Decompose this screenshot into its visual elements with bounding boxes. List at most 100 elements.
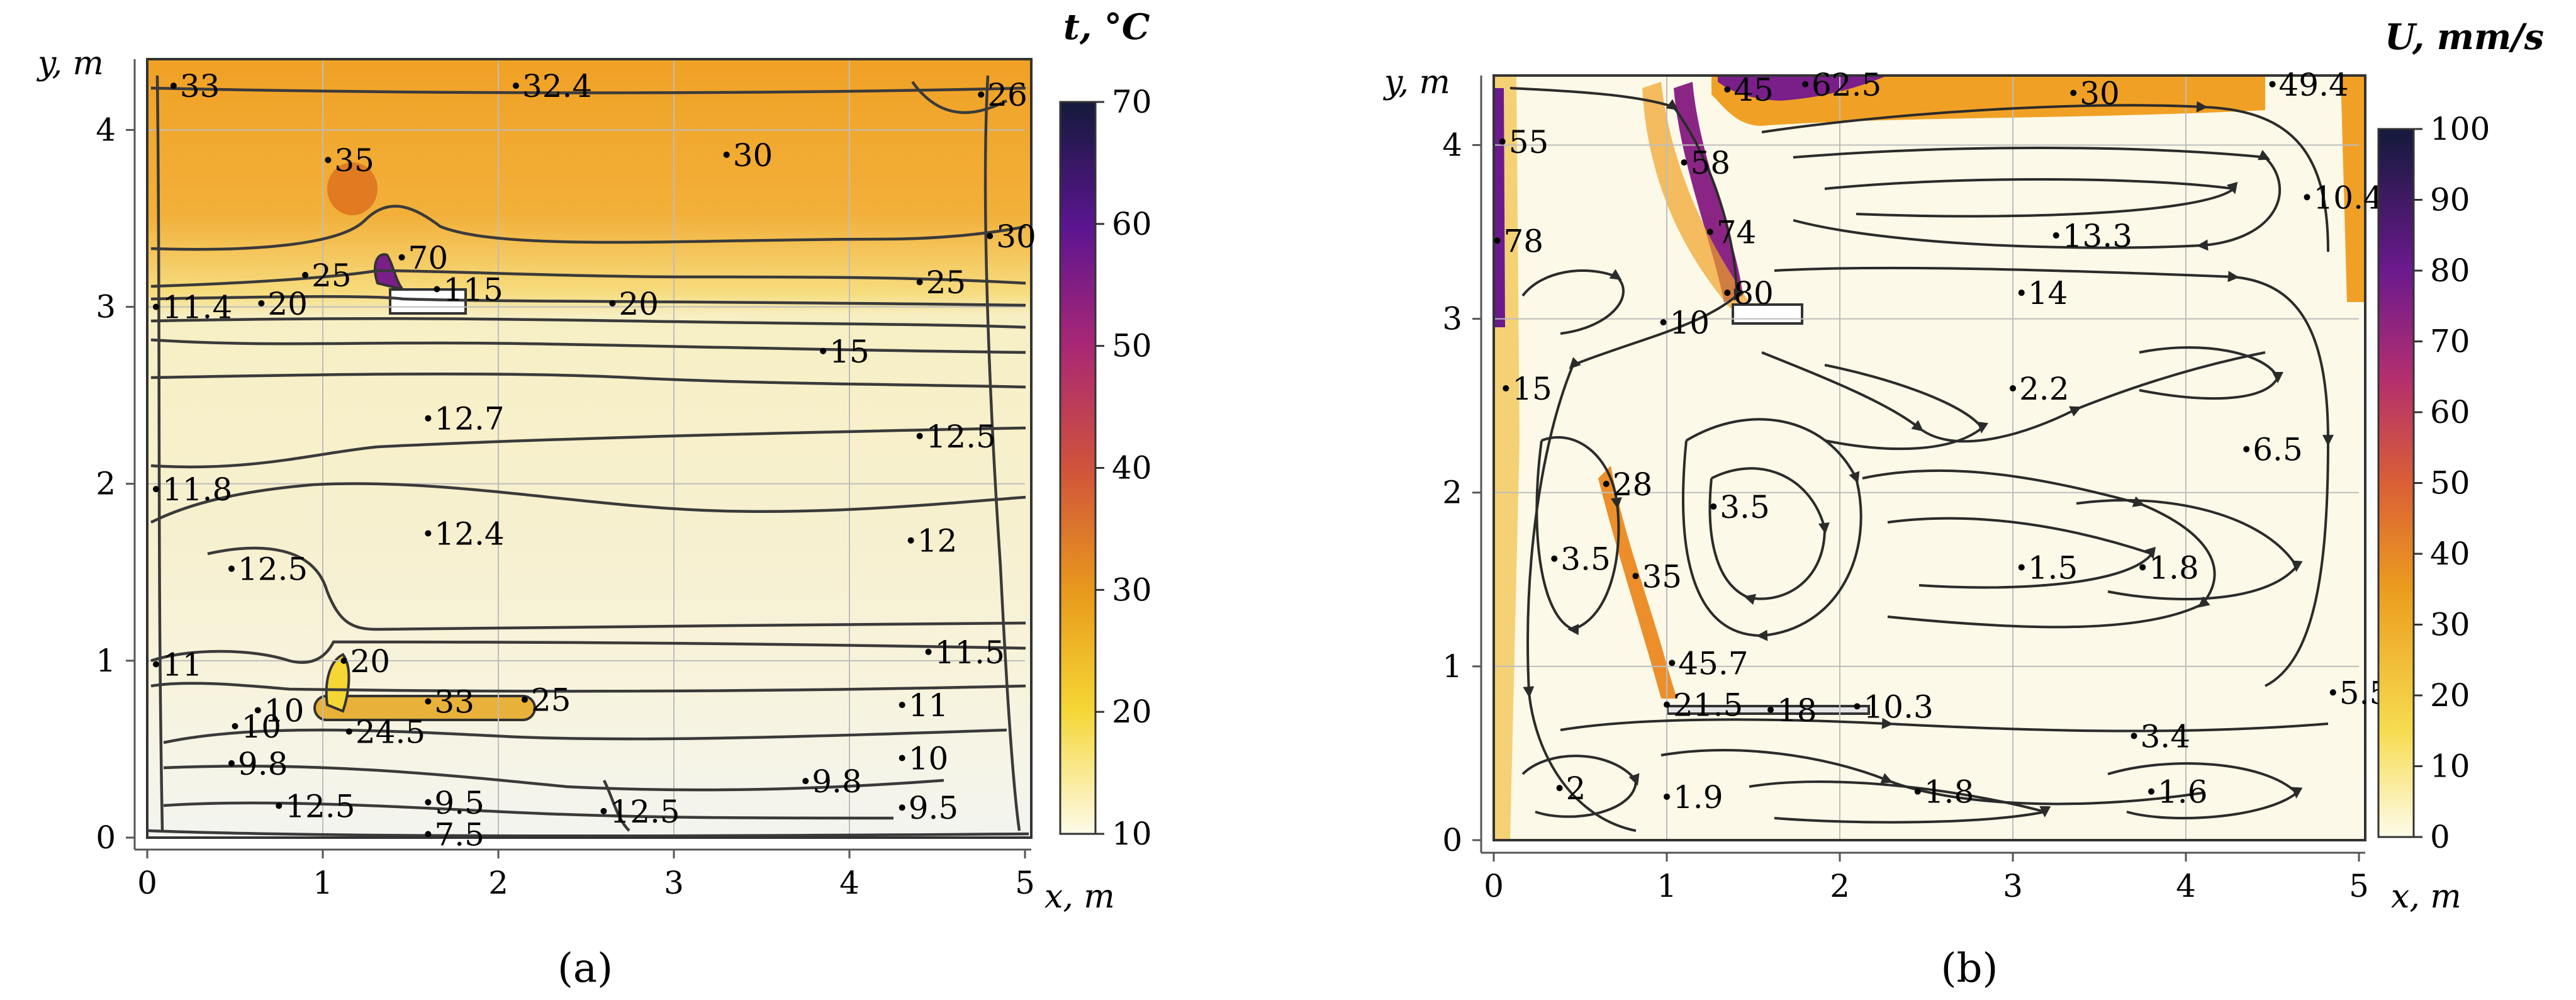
annotation-label: 10 [1670,305,1710,341]
annotation-label: 80 [1733,275,1774,312]
annotation-point [723,151,730,158]
annotation-point [325,157,332,164]
annotation-point [425,831,432,838]
annotation-label: 12.7 [434,401,504,437]
annotation-label: 74 [1716,215,1757,251]
colorbar-tick-label: 0 [2430,819,2450,855]
y-tick-label: 4 [1442,126,1462,163]
annotation-point [434,286,440,293]
y-axis-label: y, m [36,45,104,82]
x-tick-label: 3 [2003,868,2023,904]
annotation-point [1669,660,1676,666]
annotation-point [925,648,932,655]
annotation-label: 55 [1509,124,1549,160]
temperature-field [147,59,1031,838]
plot-frame [1492,74,2366,841]
y-tick-label: 1 [1442,648,1462,685]
annotation-point [978,91,985,98]
annotation-point [609,300,616,306]
annotation-label: 58 [1691,145,1731,181]
annotation-label: 20 [267,286,308,322]
top-jet-core [1718,76,1888,101]
annotation-point [2329,689,2336,696]
annotation-point [987,233,994,240]
annotation-point [2131,733,2137,739]
x-tick-labels: 0 1 2 3 4 5 [137,850,1035,901]
colorbar-label: t, °C [1063,6,1150,48]
annotation-point [1664,701,1670,708]
colorbar-tick-label: 100 [2430,111,2490,147]
x-axis-label: x, m [1044,878,1115,916]
panel-label-a: (a) [557,945,613,992]
annotation-label: 30 [733,137,773,174]
heater-plume [325,653,350,713]
annotation-label: 1.8 [1924,774,1974,811]
x-tick-label: 0 [1484,868,1504,904]
annotation-label: 10.4 [2314,179,2383,216]
annotation-label: 11 [909,687,949,724]
annotation-label: 45.7 [1678,645,1748,682]
annotation-label: 18 [1777,692,1817,729]
annotation-label: 35 [334,142,374,179]
annotation-label: 12 [917,523,958,559]
colorbar [1059,101,1097,835]
y-axis-label: y, m [1383,64,1450,101]
annotation-point [152,661,159,668]
y-tick-label: 2 [96,466,116,502]
colorbar-label: U, mm/s [2385,16,2544,58]
hot-spot [327,162,378,215]
annotation-point [1660,319,1667,326]
annotation-label: 10.3 [1864,688,1934,725]
annotation-point [521,696,528,703]
annotation-point [232,722,238,729]
annotation-point [512,82,519,89]
x-tick-label: 5 [1015,865,1035,901]
annotation-point [1710,503,1717,510]
annotation-point [2018,289,2025,296]
annotation-point [600,807,607,814]
x-tick-label: 5 [2349,868,2369,904]
x-axis-label: x, m [2391,878,2461,916]
annotation-point [2052,232,2059,239]
annotation-point [2139,564,2146,571]
y-tick-label: 0 [96,819,116,856]
annotation-point [302,271,309,278]
colorbar-tick-label: 20 [1112,694,1152,730]
annotation-point [276,802,283,809]
grid [147,59,1025,838]
annotation-point [899,755,905,761]
annotation-point [1706,228,1713,235]
annotation-label: 11.5 [935,634,1005,671]
x-tick-label: 0 [137,865,157,901]
annotation-label: 33 [180,68,220,104]
annotation-label: 10 [242,709,282,745]
annotation-point [1724,289,1731,296]
annotation-point [2070,89,2077,96]
x-tick-label: 3 [664,865,684,901]
x-tick-labels: 0 1 2 3 4 5 [1484,853,2369,904]
annotation-label: 3.4 [2141,718,2191,755]
annotation-point [1724,86,1731,93]
annotation-point [2148,788,2154,795]
colorbar-tick-label: 70 [1112,84,1152,120]
annotation-point [1494,237,1501,244]
colorbar-ticks: 10 20 30 40 50 60 70 [1095,84,1152,852]
annotation-label: 62.5 [1812,67,1881,103]
annotation-label: 12.5 [285,788,355,824]
y-tick-labels: 0 1 2 3 4 [96,111,135,856]
colorbar-tick-label: 10 [2430,748,2470,785]
annotation-label: 11.4 [162,289,232,326]
annotation-point [2010,385,2016,392]
annotation-label: 12.4 [434,515,504,552]
annotation-point [916,279,923,286]
annotation-point [254,707,261,714]
annotation-point [228,760,235,767]
annotation-label: 3.5 [1560,541,1611,578]
y-tick-label: 3 [96,289,116,325]
annotation-point [907,537,914,544]
annotation-point [1854,703,1861,710]
annotation-label: 12.5 [926,419,996,455]
colorbar-tick-label: 40 [1112,450,1152,486]
annotation-label: 15 [1512,371,1552,407]
annotation-label: 70 [408,240,449,276]
